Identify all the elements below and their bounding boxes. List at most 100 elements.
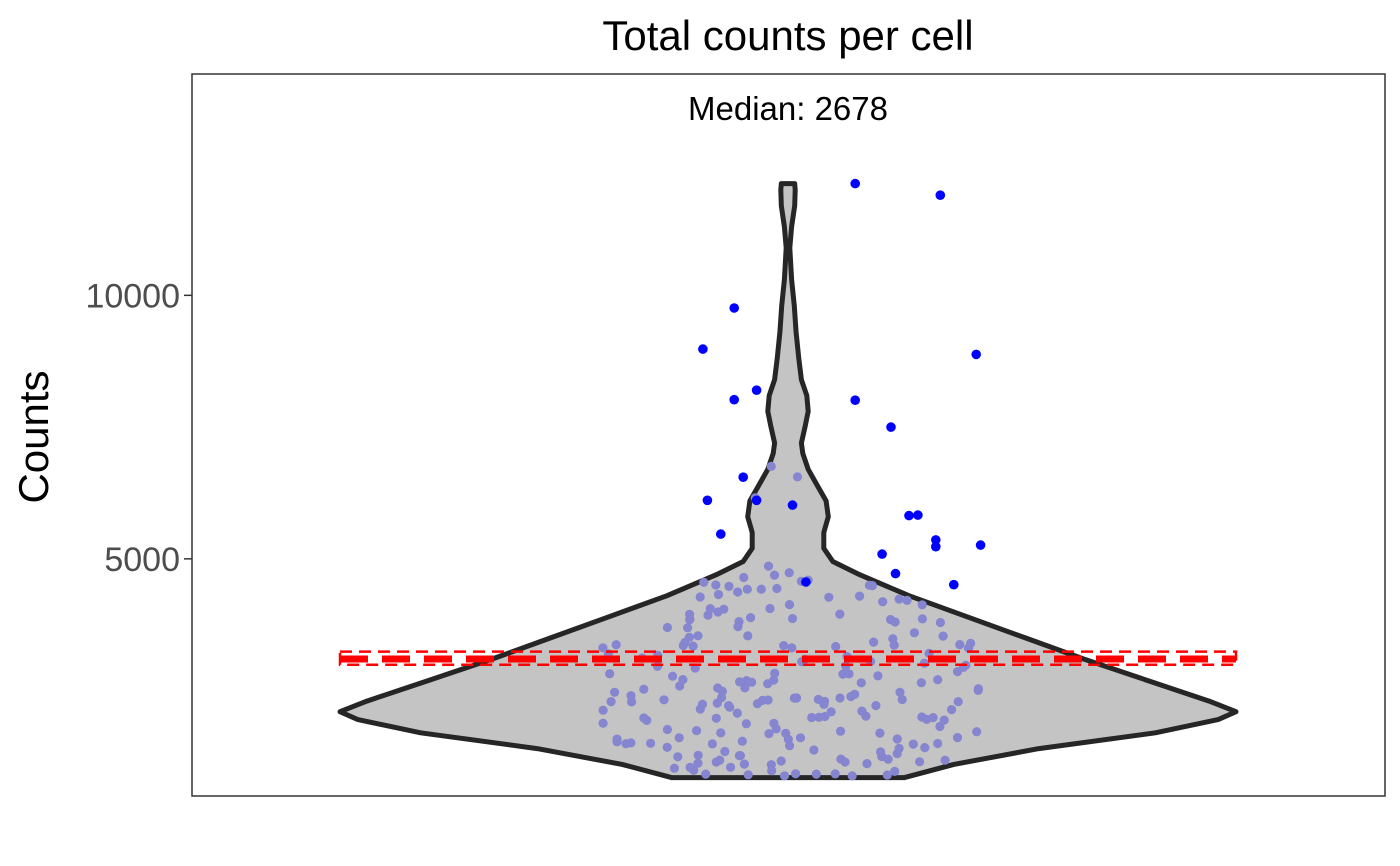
inlier-point (784, 568, 794, 578)
inlier-point (707, 739, 718, 749)
inlier-point (855, 591, 865, 601)
inlier-point (862, 759, 872, 769)
inlier-point (703, 610, 713, 620)
inlier-point (693, 758, 703, 768)
outlier-point (886, 422, 896, 432)
inlier-point (935, 617, 946, 628)
inlier-point (953, 697, 963, 707)
inlier-point (673, 752, 683, 762)
inlier-point (678, 640, 688, 651)
inlier-point (711, 713, 721, 723)
inlier-point (662, 622, 673, 633)
inlier-point (764, 729, 774, 739)
inlier-point (772, 583, 782, 594)
inlier-point (769, 675, 779, 685)
inlier-point (791, 769, 801, 779)
outlier-point (702, 495, 713, 506)
inlier-point (915, 757, 925, 767)
inlier-point (917, 600, 927, 610)
inlier-point (763, 561, 774, 571)
inlier-point (909, 628, 920, 638)
inlier-point (787, 643, 797, 653)
inlier-point (685, 615, 695, 625)
inlier-point (776, 756, 786, 766)
outlier-points (698, 178, 986, 590)
inlier-point (737, 736, 747, 746)
inlier-point (693, 750, 703, 760)
inlier-point (639, 684, 649, 694)
outlier-point (877, 549, 887, 559)
inlier-point (875, 728, 885, 738)
outlier-point (751, 495, 762, 506)
inlier-point (652, 661, 663, 671)
outlier-point (971, 349, 981, 360)
inlier-point (674, 733, 684, 743)
inlier-point (716, 728, 726, 738)
inlier-point (713, 589, 724, 600)
inlier-point (876, 747, 886, 757)
inlier-point (626, 691, 636, 701)
inlier-point (785, 741, 795, 751)
inlier-point (688, 641, 698, 651)
inlier-point (955, 640, 965, 650)
inlier-point (685, 762, 695, 773)
inlier-point (701, 769, 711, 779)
outlier-point (850, 395, 860, 406)
inlier-point (894, 594, 904, 604)
inlier-point (928, 713, 938, 723)
inlier-point (740, 683, 750, 693)
inlier-point (598, 705, 608, 715)
inlier-point (857, 706, 867, 716)
inlier-point (610, 687, 620, 697)
inlier-point (892, 749, 902, 759)
inlier-point (835, 693, 845, 703)
inlier-point (742, 584, 752, 594)
inlier-point (699, 577, 709, 587)
inlier-point (678, 675, 688, 685)
inlier-point (598, 718, 608, 728)
inlier-point (756, 584, 766, 594)
outlier-point (850, 178, 860, 189)
inlier-point (770, 668, 780, 678)
inlier-point (902, 595, 912, 606)
inlier-point (871, 701, 881, 711)
inlier-point (819, 699, 829, 710)
inlier-point (611, 640, 621, 650)
inlier-point (835, 609, 845, 619)
inlier-point (784, 600, 795, 610)
inlier-point (735, 677, 745, 687)
inlier-point (850, 689, 860, 700)
inlier-point (692, 726, 702, 736)
inlier-point (973, 684, 984, 694)
inlier-point (938, 631, 948, 641)
inlier-point (795, 733, 806, 743)
inlier-point (890, 617, 900, 627)
inlier-point (766, 461, 776, 471)
inlier-point (869, 637, 879, 647)
inlier-point (840, 757, 850, 767)
outlier-point (931, 535, 941, 545)
outlier-point (913, 510, 923, 520)
inlier-point (693, 631, 703, 641)
inlier-point (908, 739, 918, 749)
inlier-point (824, 592, 834, 602)
outlier-point (787, 500, 798, 510)
inlier-point (713, 683, 723, 693)
inlier-point (662, 742, 672, 752)
inlier-point (612, 734, 622, 744)
inlier-point (873, 671, 883, 681)
outlier-point (890, 568, 901, 579)
inlier-point (626, 738, 636, 748)
y-axis-label: Counts (10, 370, 57, 503)
inlier-point (646, 738, 656, 748)
inlier-point (763, 695, 773, 705)
inlier-point (792, 472, 803, 482)
outlier-point (738, 472, 748, 483)
inlier-point (917, 614, 928, 624)
violin-layer (337, 181, 1239, 781)
inlier-point (732, 708, 742, 718)
outlier-point (975, 540, 986, 550)
inlier-point (769, 570, 780, 580)
inlier-point (807, 712, 817, 723)
